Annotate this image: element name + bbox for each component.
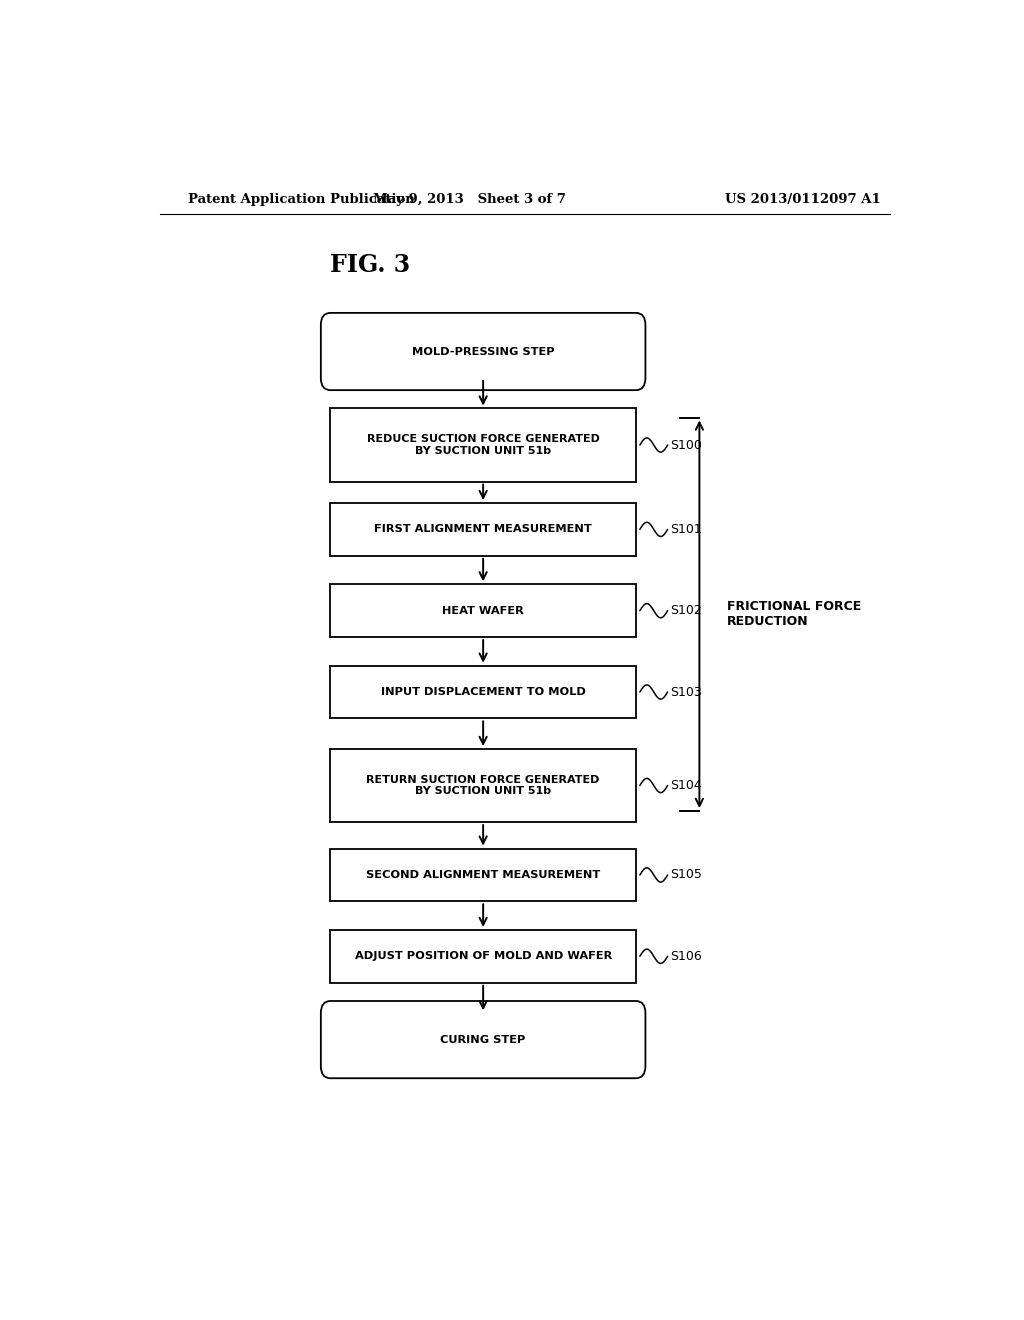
Text: Patent Application Publication: Patent Application Publication [187, 193, 415, 206]
Text: CURING STEP: CURING STEP [440, 1035, 525, 1044]
Text: RETURN SUCTION FORCE GENERATED
BY SUCTION UNIT 51b: RETURN SUCTION FORCE GENERATED BY SUCTIO… [367, 775, 600, 796]
Text: S103: S103 [670, 685, 701, 698]
FancyBboxPatch shape [331, 408, 636, 482]
FancyBboxPatch shape [331, 849, 636, 902]
Text: S102: S102 [670, 605, 701, 618]
Text: SECOND ALIGNMENT MEASUREMENT: SECOND ALIGNMENT MEASUREMENT [366, 870, 600, 880]
FancyBboxPatch shape [321, 313, 645, 391]
Text: ADJUST POSITION OF MOLD AND WAFER: ADJUST POSITION OF MOLD AND WAFER [354, 952, 611, 961]
FancyBboxPatch shape [331, 748, 636, 822]
FancyBboxPatch shape [331, 503, 636, 556]
Text: REDUCE SUCTION FORCE GENERATED
BY SUCTION UNIT 51b: REDUCE SUCTION FORCE GENERATED BY SUCTIO… [367, 434, 600, 455]
Text: FIRST ALIGNMENT MEASUREMENT: FIRST ALIGNMENT MEASUREMENT [374, 524, 592, 535]
Text: HEAT WAFER: HEAT WAFER [442, 606, 524, 615]
FancyBboxPatch shape [331, 665, 636, 718]
Text: S100: S100 [670, 438, 701, 451]
Text: FRICTIONAL FORCE
REDUCTION: FRICTIONAL FORCE REDUCTION [727, 601, 861, 628]
Text: INPUT DISPLACEMENT TO MOLD: INPUT DISPLACEMENT TO MOLD [381, 686, 586, 697]
Text: S104: S104 [670, 779, 701, 792]
Text: S105: S105 [670, 869, 701, 882]
Text: FIG. 3: FIG. 3 [331, 253, 411, 277]
Text: US 2013/0112097 A1: US 2013/0112097 A1 [725, 193, 881, 206]
Text: MOLD-PRESSING STEP: MOLD-PRESSING STEP [412, 347, 554, 356]
FancyBboxPatch shape [321, 1001, 645, 1078]
Text: May 9, 2013   Sheet 3 of 7: May 9, 2013 Sheet 3 of 7 [373, 193, 565, 206]
Text: S106: S106 [670, 950, 701, 962]
Text: S101: S101 [670, 523, 701, 536]
FancyBboxPatch shape [331, 585, 636, 638]
FancyBboxPatch shape [331, 929, 636, 982]
